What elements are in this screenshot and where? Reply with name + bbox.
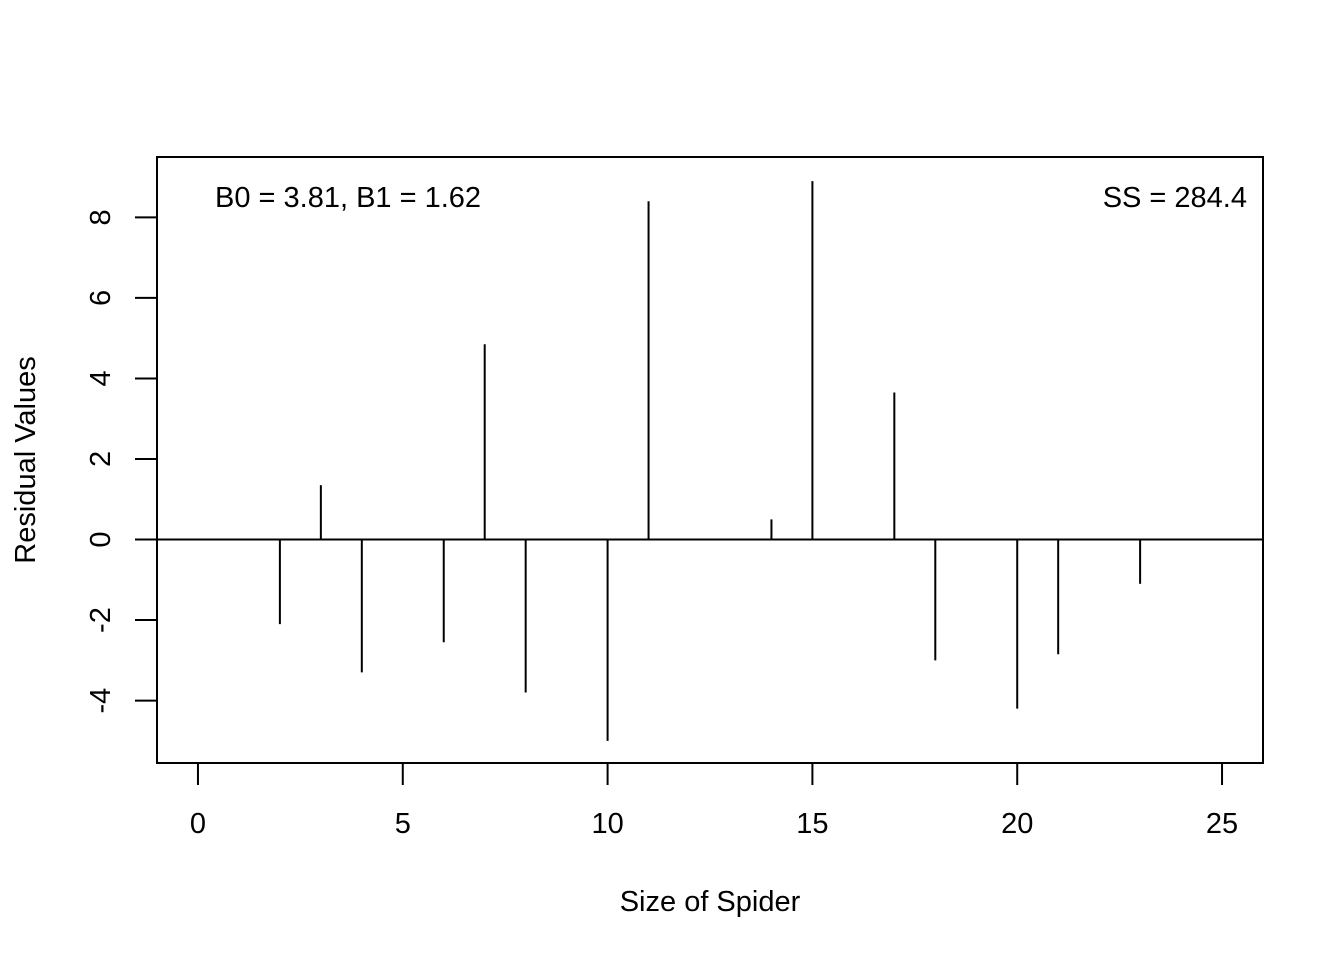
plot-frame <box>156 156 1264 764</box>
residual-marks <box>157 181 1263 741</box>
y-axis: -4 -2 0 2 4 6 8 <box>85 209 158 714</box>
y-tick-label-4: 4 <box>85 370 117 386</box>
x-tick-label-5: 5 <box>395 808 411 840</box>
sum-of-squares-annotation: SS = 284.4 <box>1103 182 1247 214</box>
y-axis-label: Residual Values <box>10 356 42 563</box>
coefficients-annotation: B0 = 3.81, B1 = 1.62 <box>215 182 481 214</box>
y-tick-label-8: 8 <box>85 209 117 225</box>
y-tick-label--4: -4 <box>85 688 117 714</box>
x-tick-label-20: 20 <box>1001 808 1033 840</box>
y-tick-label--2: -2 <box>85 607 117 633</box>
x-axis: 0 5 10 15 20 25 <box>190 762 1238 840</box>
y-tick-label-6: 6 <box>85 290 117 306</box>
x-axis-label: Size of Spider <box>620 886 801 918</box>
x-tick-label-0: 0 <box>190 808 206 840</box>
y-tick-label-2: 2 <box>85 451 117 467</box>
x-tick-label-10: 10 <box>591 808 623 840</box>
x-tick-label-15: 15 <box>796 808 828 840</box>
y-tick-label-0: 0 <box>85 531 117 547</box>
x-tick-label-25: 25 <box>1206 808 1238 840</box>
